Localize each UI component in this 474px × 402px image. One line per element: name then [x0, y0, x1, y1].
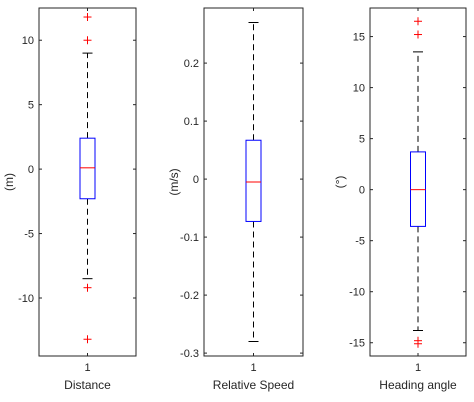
relative-speed-ytick-label: 0.1: [184, 116, 199, 128]
heading-angle-ytick-label: 10: [353, 83, 365, 95]
relative-speed-ytick-label: 0: [193, 174, 199, 186]
distance-axes-frame: [38, 7, 137, 357]
distance-xtick-label: 1: [84, 362, 90, 374]
distance-outlier: [83, 283, 92, 292]
relative-speed-xlabel: Relative Speed: [213, 378, 294, 392]
heading-angle-xlabel: Heading angle: [379, 378, 457, 392]
heading-angle-ylabel: (°): [333, 176, 347, 189]
distance-ytick-label: -10: [18, 293, 34, 305]
relative-speed-xtick-label: 1: [250, 362, 256, 374]
relative-speed-ylabel: (m/s): [167, 168, 181, 195]
heading-angle-ytick-label: 5: [359, 134, 365, 146]
relative-speed-panel: -0.3 -0.2 -0.1 0 0.1 0.2 1 Relative Speed (m/s): [167, 7, 304, 392]
relative-speed-ytick-label: -0.2: [180, 290, 199, 302]
distance-box: [79, 137, 96, 200]
heading-angle-outlier: [414, 17, 422, 26]
distance-panel: -10 -5 0 5 10 1 Distance (m): [2, 7, 137, 392]
distance-xlabel: Distance: [64, 378, 111, 392]
relative-speed-ytick-label: -0.1: [180, 232, 199, 244]
heading-angle-panel: -15 -10 -5 0 5 10 15 1 Heading angle (°): [333, 7, 467, 392]
heading-angle-ytick-label: -5: [355, 236, 365, 248]
heading-angle-ytick-label: 0: [359, 185, 365, 197]
relative-speed-ytick-label: -0.3: [180, 348, 199, 360]
distance-ytick-label: 5: [28, 100, 34, 112]
heading-angle-ytick-label: 15: [353, 32, 365, 44]
distance-ytick-label: 0: [28, 164, 34, 176]
distance-ytick-label: 10: [22, 35, 34, 47]
heading-angle-outlier: [414, 30, 422, 39]
heading-angle-xtick-label: 1: [415, 362, 421, 374]
heading-angle-ytick-label: -15: [349, 338, 365, 350]
heading-angle-outlier: [414, 339, 422, 348]
distance-outlier: [83, 13, 92, 22]
relative-speed-box: [245, 139, 262, 222]
distance-ytick-label: -5: [24, 229, 34, 241]
relative-speed-ytick-label: 0.2: [184, 58, 199, 70]
distance-ylabel: (m): [2, 173, 16, 191]
distance-outlier: [83, 36, 92, 45]
distance-outlier: [83, 335, 92, 344]
heading-angle-box: [410, 151, 426, 227]
heading-angle-ytick-label: -10: [349, 287, 365, 299]
